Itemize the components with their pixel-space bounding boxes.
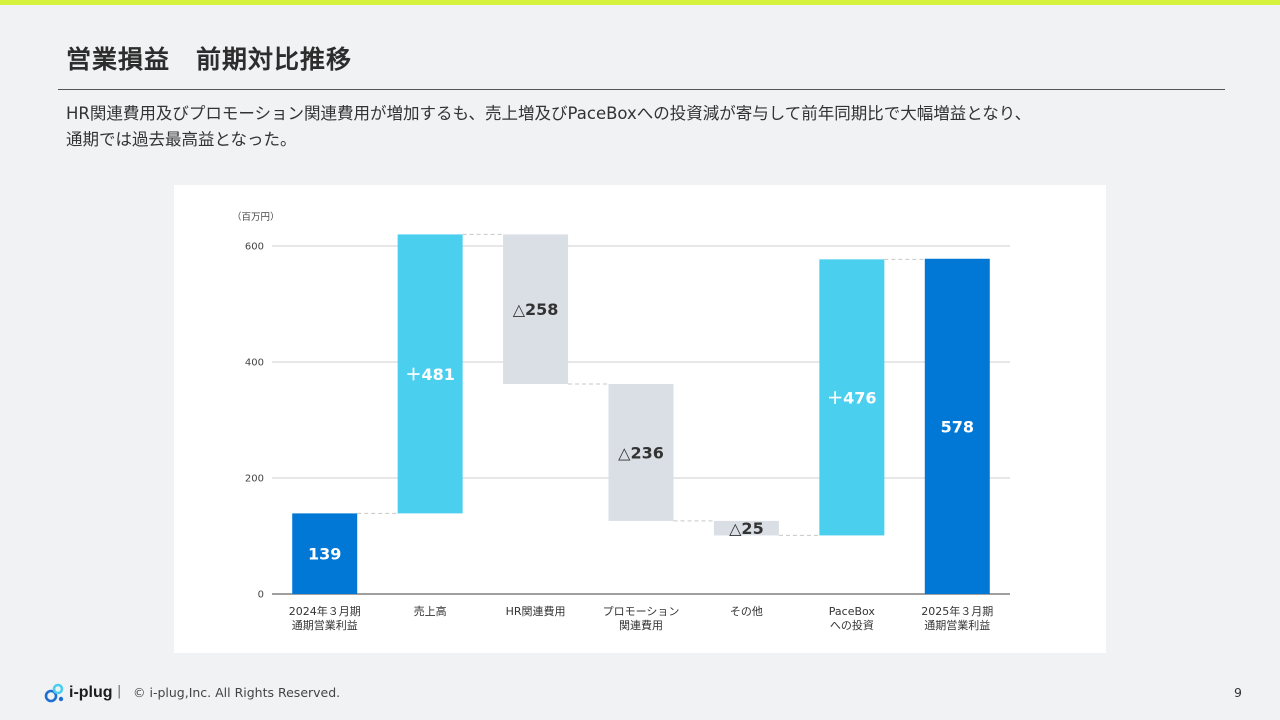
waterfall-bar bbox=[397, 234, 463, 514]
x-category-label: 通期営業利益 bbox=[924, 618, 990, 632]
waterfall-bar bbox=[503, 234, 569, 385]
x-category-label: HR関連費用 bbox=[506, 604, 566, 618]
y-tick-label: 200 bbox=[245, 474, 264, 485]
footer-separator: | bbox=[117, 684, 122, 699]
data-label: ＋476 bbox=[827, 388, 876, 407]
page-number: 9 bbox=[1234, 685, 1242, 700]
y-tick-label: 400 bbox=[245, 358, 264, 369]
y-tick-label: 600 bbox=[245, 242, 264, 253]
waterfall-chart-panel: （百万円） 0 200 400 600 139 2024年３月期 通期営業利益 ＋481 売上高 △… bbox=[174, 185, 1106, 653]
data-label: 139 bbox=[308, 545, 341, 564]
x-category-label: 売上高 bbox=[414, 604, 447, 618]
company-logo: i-plug bbox=[44, 682, 113, 704]
waterfall-chart: （百万円）02004006001392024年３月期通期営業利益＋481売上高△… bbox=[232, 211, 1010, 632]
x-category-label: PaceBox bbox=[829, 605, 876, 618]
waterfall-bar bbox=[608, 384, 674, 521]
waterfall-bar bbox=[713, 520, 779, 536]
unit-label: （百万円） bbox=[232, 211, 280, 223]
x-category-label: への投資 bbox=[830, 618, 874, 632]
logo-text: i-plug bbox=[69, 684, 113, 701]
x-category-label: 通期営業利益 bbox=[292, 618, 358, 632]
description-line: HR関連費用及びプロモーション関連費用が増加するも、売上増及びPaceBoxへの… bbox=[66, 104, 1032, 123]
description: HR関連費用及びプロモーション関連費用が増加するも、売上増及びPaceBoxへの… bbox=[66, 101, 1196, 153]
accent-top-bar bbox=[0, 0, 1280, 5]
x-category-label: 2024年３月期 bbox=[289, 604, 361, 618]
data-label: △25 bbox=[729, 519, 764, 538]
description-line: 通期では過去最高益となった。 bbox=[66, 130, 297, 149]
plug-logo-icon bbox=[44, 683, 64, 703]
y-tick-label: 0 bbox=[258, 590, 264, 601]
data-label: △258 bbox=[513, 300, 559, 319]
data-label: ＋481 bbox=[405, 365, 454, 384]
waterfall-bar bbox=[924, 258, 990, 594]
data-label: △236 bbox=[618, 443, 664, 462]
title-divider bbox=[58, 89, 1225, 90]
waterfall-bar bbox=[292, 513, 358, 594]
data-label: 578 bbox=[941, 417, 974, 436]
copyright-text: © i-plug,Inc. All Rights Reserved. bbox=[133, 685, 341, 700]
x-category-label: 関連費用 bbox=[619, 618, 663, 632]
x-category-label: プロモーション bbox=[603, 605, 680, 618]
page-title: 営業損益 前期対比推移 bbox=[66, 45, 353, 74]
waterfall-bar bbox=[819, 259, 885, 536]
x-category-label: その他 bbox=[730, 605, 763, 618]
x-category-label: 2025年３月期 bbox=[921, 604, 993, 618]
